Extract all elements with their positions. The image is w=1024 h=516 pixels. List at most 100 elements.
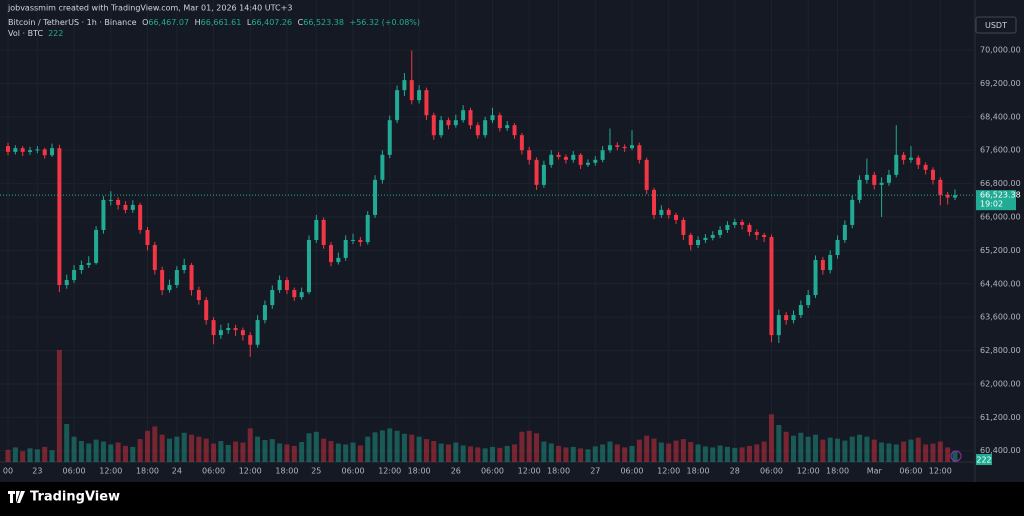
candle-body <box>255 320 260 345</box>
candle-body <box>923 164 928 170</box>
candle-body <box>644 159 649 190</box>
candle-body <box>916 157 921 165</box>
candle-body <box>497 115 502 129</box>
candle-body <box>42 149 47 156</box>
volume-bar <box>34 449 40 462</box>
volume-bar <box>372 432 378 462</box>
x-tick-label: 18:00 <box>547 467 570 476</box>
volume-bar <box>255 436 261 462</box>
candle-body <box>233 328 238 331</box>
x-tick-label: 18:00 <box>275 467 298 476</box>
candle-body <box>563 156 568 160</box>
volume-bar <box>490 446 496 462</box>
symbol: Bitcoin / TetherUS · 1h · Binance <box>8 18 137 27</box>
candle-body <box>329 244 334 263</box>
y-tick-label: 66,000.00 <box>980 213 1021 222</box>
volume-bar <box>512 444 518 462</box>
alert-icon[interactable] <box>950 450 962 462</box>
candle-body <box>321 219 326 245</box>
candle-body <box>519 135 524 151</box>
candle-body <box>886 174 891 183</box>
volume-bar <box>159 434 165 462</box>
volume-bar <box>842 440 848 462</box>
high-label: H <box>195 18 201 27</box>
volume-bar <box>761 441 767 462</box>
close-label: C <box>298 18 304 27</box>
volume-bar <box>144 430 150 462</box>
candle-body <box>417 90 422 101</box>
x-tick-label: 18:00 <box>826 467 849 476</box>
volume-bar <box>952 451 958 462</box>
volume-bar <box>71 436 77 462</box>
volume-bar <box>475 447 481 462</box>
volume-bar <box>636 439 642 462</box>
x-tick-label: 06:00 <box>760 467 783 476</box>
candle-body <box>284 280 289 291</box>
volume-bar <box>203 438 209 462</box>
candle-body <box>740 222 745 225</box>
candle-body <box>666 209 671 215</box>
volume-box <box>976 454 992 465</box>
currency[interactable]: USDT <box>985 21 1007 30</box>
candle-body <box>453 120 458 126</box>
volume-bar <box>291 445 297 462</box>
candle-body <box>475 125 480 136</box>
candle-body <box>358 239 363 243</box>
volume-bar <box>431 441 437 462</box>
y-tick-label: 62,000.00 <box>980 379 1021 388</box>
candle-body <box>776 315 781 336</box>
volume-bar <box>357 445 363 462</box>
candle-body <box>784 315 789 321</box>
x-tick-label: 12:00 <box>929 467 952 476</box>
volume-bar <box>269 439 275 462</box>
volume-bar <box>768 414 774 462</box>
candle-body <box>938 179 943 195</box>
volume-bar <box>783 431 789 462</box>
candle-body <box>116 199 121 205</box>
volume-bar <box>335 443 341 462</box>
volume-bar <box>497 447 503 462</box>
candle-body <box>791 315 796 321</box>
volume-bar <box>600 444 606 462</box>
currency-button[interactable] <box>975 16 1017 34</box>
chart-bg <box>0 0 1024 482</box>
candle-body <box>402 80 407 91</box>
candle-body <box>299 292 304 298</box>
volume-bar <box>534 433 540 462</box>
volume-bar <box>519 431 525 462</box>
candle-body <box>461 110 466 121</box>
x-tick-label: 06:00 <box>202 467 225 476</box>
candle-body <box>439 120 444 136</box>
volume-bar <box>306 433 312 462</box>
legend-line: Bitcoin / TetherUS · 1h · Binance O66,46… <box>8 18 420 27</box>
x-tick-label: 00 <box>3 467 13 476</box>
candle-body <box>703 237 708 240</box>
candle-body <box>541 164 546 185</box>
y-tick-label: 66,800.00 <box>980 179 1021 188</box>
candle-body <box>292 290 297 298</box>
x-tick-label: 26 <box>451 467 461 476</box>
volume-bar <box>739 447 745 462</box>
volume-bar <box>614 444 620 462</box>
y-tick-label: 60,400.00 <box>980 446 1021 455</box>
volume-bar <box>387 428 393 462</box>
y-tick-label: 68,400.00 <box>980 112 1021 121</box>
volume-bar <box>710 447 716 462</box>
candle-body <box>798 305 803 316</box>
volume-bar <box>365 436 371 462</box>
candle-body <box>262 305 267 321</box>
x-tick-label: 12:00 <box>797 467 820 476</box>
volume-bar <box>328 441 334 462</box>
candle-body <box>409 80 414 101</box>
volume-bar <box>313 431 319 462</box>
candle-body <box>894 154 899 175</box>
y-tick-label: 61,200.00 <box>980 413 1021 422</box>
volume-bar <box>908 439 914 462</box>
candle-body <box>86 262 91 266</box>
volume-bar <box>27 448 33 462</box>
candle-body <box>248 335 253 345</box>
volume-bar <box>122 445 128 462</box>
candle-body <box>123 204 128 210</box>
candle-body <box>820 259 825 271</box>
volume-bar <box>504 445 510 462</box>
